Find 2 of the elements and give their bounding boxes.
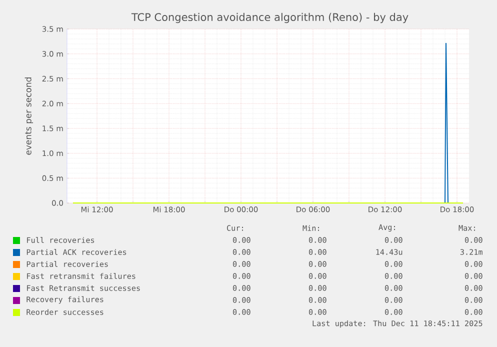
chart-title: TCP Congestion avoidance algorithm (Reno) - by day [131, 12, 408, 24]
y-axis-title: events per second [24, 78, 34, 155]
